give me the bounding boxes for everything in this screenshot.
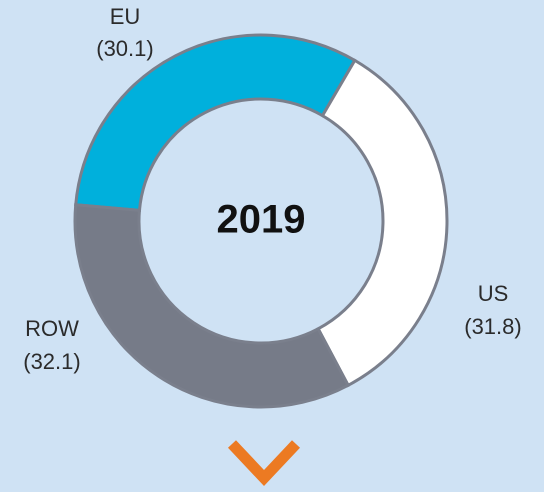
slice-label: EU bbox=[110, 4, 141, 29]
donut-slice bbox=[74, 33, 357, 212]
value-label: (30.1) bbox=[96, 36, 153, 61]
slice-label: ROW bbox=[25, 316, 79, 341]
donut-slice bbox=[73, 203, 351, 409]
value-label: (32.1) bbox=[23, 349, 80, 374]
donut-slice bbox=[316, 58, 449, 388]
chevron-icon[interactable] bbox=[227, 440, 301, 487]
center-label: 2019 bbox=[217, 198, 306, 242]
slice-label: US bbox=[478, 281, 509, 306]
value-label: (31.8) bbox=[464, 314, 521, 339]
donut bbox=[73, 33, 449, 409]
